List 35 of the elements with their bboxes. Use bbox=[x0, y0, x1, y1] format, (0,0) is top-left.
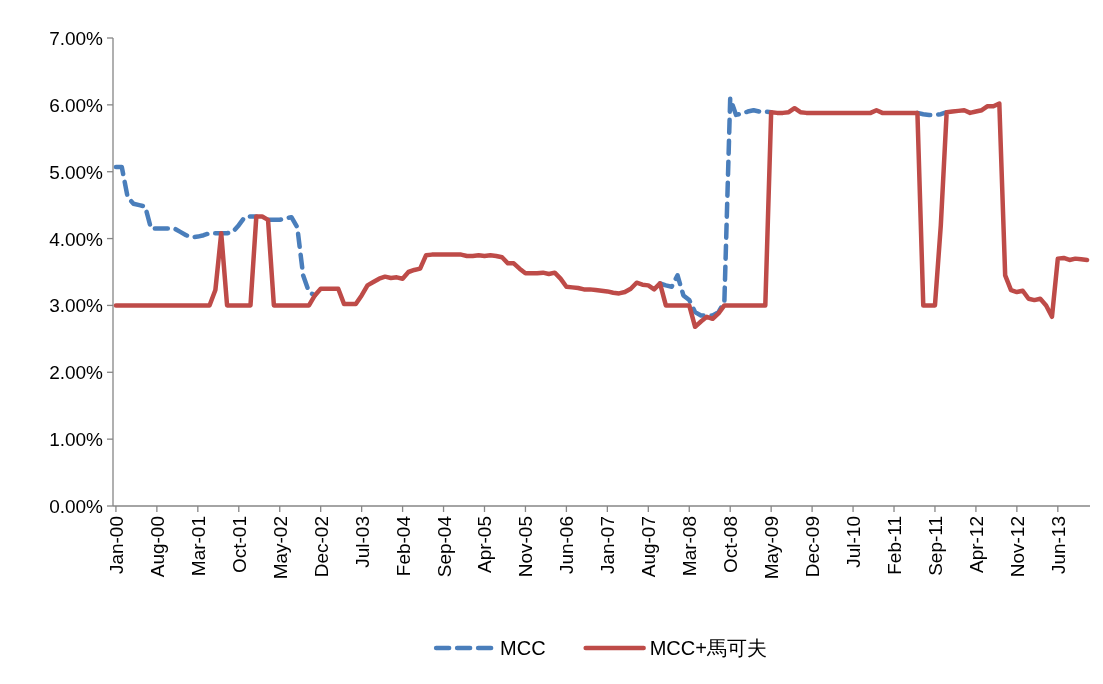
y-tick-label: 5.00% bbox=[49, 161, 104, 183]
y-tick-label: 4.00% bbox=[49, 228, 104, 250]
line-series bbox=[113, 101, 1090, 330]
x-tick-label: Apr-05 bbox=[474, 516, 496, 574]
x-tick-label: Feb-11 bbox=[884, 516, 906, 575]
x-tick-label: Dec-09 bbox=[802, 516, 824, 578]
x-tick-label: Jul-03 bbox=[351, 516, 373, 568]
y-tick-label: 6.00% bbox=[49, 94, 104, 116]
x-tick-label: Jan-07 bbox=[597, 516, 619, 575]
x-tick-label: Jan-00 bbox=[105, 516, 127, 575]
y-tick-label: 2.00% bbox=[49, 362, 104, 384]
x-tick-label: Aug-00 bbox=[146, 516, 168, 578]
x-tick-label: Aug-07 bbox=[638, 516, 660, 578]
x-tick-label: Mar-01 bbox=[187, 516, 209, 577]
legend-label: MCC+馬可夫 bbox=[649, 637, 767, 659]
x-tick-label: Dec-02 bbox=[310, 516, 332, 578]
legend-label: MCC bbox=[500, 637, 546, 659]
x-tick-label: Jun-06 bbox=[556, 516, 578, 575]
y-tick-label: 7.00% bbox=[49, 28, 104, 49]
x-tick-label: Sep-11 bbox=[924, 516, 946, 576]
x-tick-label: Apr-12 bbox=[965, 516, 987, 574]
x-tick-label: Sep-04 bbox=[433, 515, 455, 578]
x-tick-label: Jul-10 bbox=[843, 516, 865, 568]
x-tick-label: May-09 bbox=[761, 516, 783, 580]
x-tick-label: Oct-01 bbox=[228, 516, 250, 574]
y-tick-label: 1.00% bbox=[49, 429, 104, 451]
x-tick-label: Nov-12 bbox=[1006, 516, 1028, 578]
x-tick-label: Mar-08 bbox=[679, 516, 701, 577]
x-tick-label: May-02 bbox=[269, 516, 291, 580]
y-tick-label: 3.00% bbox=[49, 295, 104, 317]
x-tick-label: Feb-04 bbox=[392, 515, 414, 577]
y-tick-label: 0.00% bbox=[49, 496, 104, 517]
x-tick-label: Oct-08 bbox=[720, 516, 742, 574]
x-tick-label: Nov-05 bbox=[515, 516, 537, 578]
x-tick-label: Jun-13 bbox=[1047, 516, 1069, 575]
